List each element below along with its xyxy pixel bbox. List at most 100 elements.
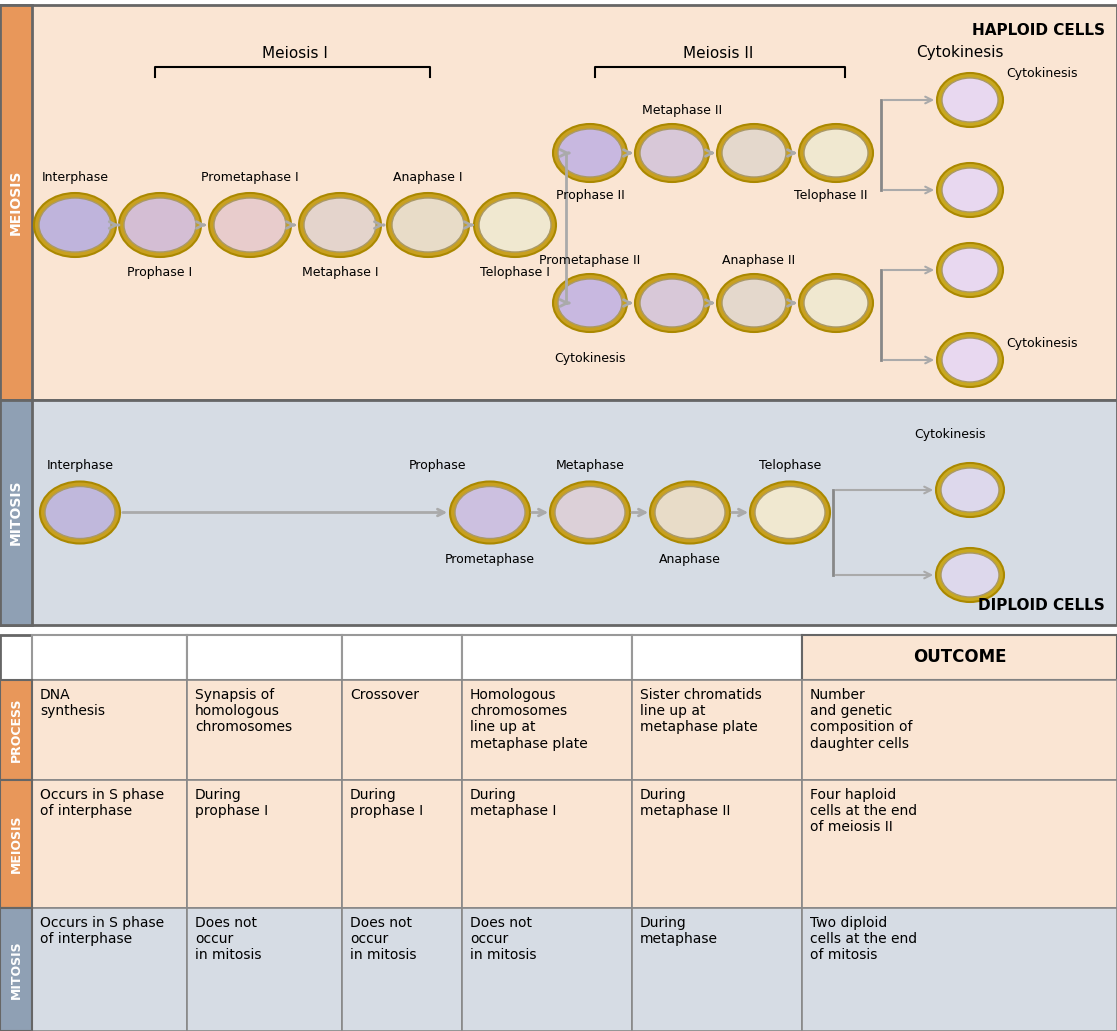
Bar — [187, 780, 342, 908]
Ellipse shape — [722, 279, 786, 327]
Ellipse shape — [936, 463, 1004, 517]
Text: Does not
occur
in mitosis: Does not occur in mitosis — [195, 916, 261, 962]
Ellipse shape — [124, 198, 195, 252]
Bar — [342, 780, 462, 908]
Ellipse shape — [655, 487, 725, 538]
Text: Cytokinesis: Cytokinesis — [1006, 337, 1078, 350]
Ellipse shape — [942, 168, 997, 212]
Ellipse shape — [804, 279, 868, 327]
Text: Interphase: Interphase — [41, 171, 108, 184]
Text: Synapsis of
homologous
chromosomes: Synapsis of homologous chromosomes — [195, 688, 293, 734]
Text: Cytokinesis: Cytokinesis — [914, 428, 985, 441]
Bar — [802, 780, 1117, 908]
Text: During
metaphase: During metaphase — [640, 916, 718, 946]
Bar — [632, 908, 802, 1031]
Ellipse shape — [804, 129, 868, 177]
Text: During
metaphase I: During metaphase I — [470, 788, 556, 819]
Text: DNA
synthesis: DNA synthesis — [40, 688, 105, 719]
Bar — [632, 635, 802, 680]
Bar — [0, 5, 32, 400]
Text: MEIOSIS: MEIOSIS — [9, 170, 23, 235]
Ellipse shape — [45, 487, 115, 538]
Ellipse shape — [717, 124, 791, 182]
Text: Cytokinesis: Cytokinesis — [554, 352, 626, 365]
Text: MEIOSIS: MEIOSIS — [10, 814, 22, 873]
Bar — [0, 635, 1117, 1031]
Ellipse shape — [474, 193, 556, 257]
Ellipse shape — [941, 553, 999, 597]
Ellipse shape — [640, 279, 704, 327]
Ellipse shape — [717, 274, 791, 332]
Text: Metaphase II: Metaphase II — [642, 104, 722, 117]
Text: Meiosis I: Meiosis I — [262, 45, 328, 61]
Text: Cytokinesis: Cytokinesis — [1006, 67, 1078, 80]
Text: MITOSIS: MITOSIS — [10, 940, 22, 999]
Ellipse shape — [34, 193, 116, 257]
Ellipse shape — [214, 198, 286, 252]
Ellipse shape — [722, 129, 786, 177]
Ellipse shape — [936, 548, 1004, 602]
Ellipse shape — [555, 487, 626, 538]
Text: Does not
occur
in mitosis: Does not occur in mitosis — [470, 916, 536, 962]
Text: Metaphase I: Metaphase I — [302, 266, 379, 279]
Ellipse shape — [650, 481, 731, 543]
Ellipse shape — [942, 248, 997, 292]
Ellipse shape — [392, 198, 464, 252]
Bar — [0, 400, 32, 625]
Ellipse shape — [558, 279, 622, 327]
Bar — [342, 680, 462, 780]
Ellipse shape — [799, 124, 873, 182]
Ellipse shape — [120, 193, 201, 257]
Ellipse shape — [209, 193, 292, 257]
Text: Crossover: Crossover — [350, 688, 419, 702]
Text: Prophase: Prophase — [409, 460, 467, 472]
Ellipse shape — [634, 274, 709, 332]
Ellipse shape — [479, 198, 551, 252]
Bar — [32, 908, 187, 1031]
Bar — [342, 908, 462, 1031]
Text: Sister chromatids
line up at
metaphase plate: Sister chromatids line up at metaphase p… — [640, 688, 762, 734]
Ellipse shape — [799, 274, 873, 332]
Text: Prometaphase II: Prometaphase II — [540, 254, 641, 267]
Text: Anaphase II: Anaphase II — [723, 254, 795, 267]
Text: Telophase I: Telophase I — [480, 266, 550, 279]
Ellipse shape — [553, 274, 627, 332]
Ellipse shape — [937, 243, 1003, 297]
Ellipse shape — [941, 468, 999, 512]
Bar — [0, 780, 32, 908]
Ellipse shape — [937, 333, 1003, 387]
Ellipse shape — [750, 481, 830, 543]
Bar — [802, 680, 1117, 780]
Text: Anaphase: Anaphase — [659, 553, 720, 565]
Text: Homologous
chromosomes
line up at
metaphase plate: Homologous chromosomes line up at metaph… — [470, 688, 588, 751]
Text: Prometaphase: Prometaphase — [445, 553, 535, 565]
Text: Occurs in S phase
of interphase: Occurs in S phase of interphase — [40, 916, 164, 946]
Bar — [187, 680, 342, 780]
Bar — [187, 908, 342, 1031]
Bar — [0, 908, 32, 1031]
Text: OUTCOME: OUTCOME — [913, 648, 1006, 666]
Text: Cytokinesis: Cytokinesis — [916, 45, 1004, 61]
Text: Occurs in S phase
of interphase: Occurs in S phase of interphase — [40, 788, 164, 819]
Bar — [342, 635, 462, 680]
Text: During
prophase I: During prophase I — [350, 788, 423, 819]
Text: During
prophase I: During prophase I — [195, 788, 268, 819]
Bar — [32, 680, 187, 780]
Text: Prophase I: Prophase I — [127, 266, 192, 279]
Text: Two diploid
cells at the end
of mitosis: Two diploid cells at the end of mitosis — [810, 916, 917, 962]
Ellipse shape — [40, 481, 120, 543]
Ellipse shape — [937, 163, 1003, 217]
Ellipse shape — [304, 198, 376, 252]
Text: Meiosis II: Meiosis II — [682, 45, 753, 61]
Text: Does not
occur
in mitosis: Does not occur in mitosis — [350, 916, 417, 962]
Ellipse shape — [455, 487, 525, 538]
Bar — [802, 908, 1117, 1031]
Bar — [0, 680, 32, 780]
Text: Interphase: Interphase — [47, 460, 114, 472]
Ellipse shape — [39, 198, 111, 252]
Bar — [0, 5, 1117, 400]
Ellipse shape — [640, 129, 704, 177]
Text: During
metaphase II: During metaphase II — [640, 788, 731, 819]
Text: Telophase II: Telophase II — [794, 189, 868, 202]
Bar — [632, 680, 802, 780]
